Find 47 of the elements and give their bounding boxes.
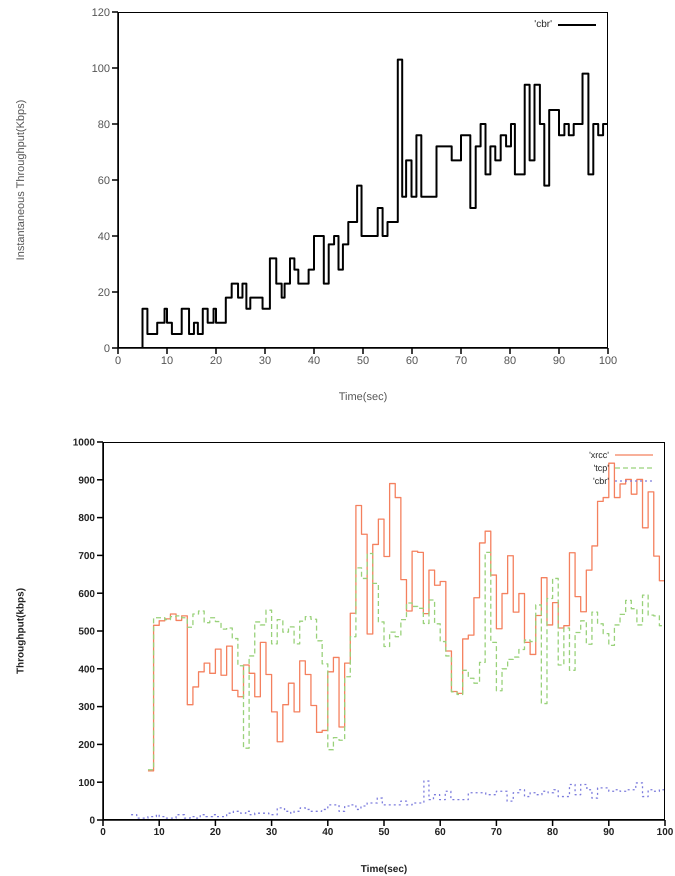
legend-label: 'cbr' xyxy=(534,19,552,30)
y-tick-label: 700 xyxy=(78,550,96,562)
x-tick-label: 10 xyxy=(154,827,166,838)
y-tick-label: 600 xyxy=(78,588,96,600)
y-tick-label: 60 xyxy=(98,174,110,187)
y-tick-label: 900 xyxy=(78,475,96,486)
y-tick-label: 0 xyxy=(104,342,110,355)
x-tick-label: 50 xyxy=(356,354,370,367)
x-axis-title: Time(sec) xyxy=(338,391,388,403)
x-tick-label: 80 xyxy=(504,354,516,367)
y-tick-label: 100 xyxy=(92,62,110,75)
y-axis-title: Instantaneous Throughput(Kbps) xyxy=(14,100,27,260)
y-tick-label: 800 xyxy=(78,513,96,524)
y-tick-label: 80 xyxy=(98,118,110,131)
x-tick-label: 80 xyxy=(547,827,559,838)
x-tick-label: 100 xyxy=(656,827,674,838)
y-tick-label: 500 xyxy=(78,626,96,638)
x-axis-title: Time(sec) xyxy=(360,864,408,875)
x-tick-label: 70 xyxy=(454,354,468,367)
x-tick-label: 70 xyxy=(490,827,502,838)
legend-label: 'tcp' xyxy=(594,462,609,472)
x-tick-label: 30 xyxy=(258,354,272,367)
x-tick-label: 10 xyxy=(160,354,174,367)
x-tick-label: 60 xyxy=(434,827,446,838)
y-tick-label: 0 xyxy=(89,816,96,827)
y-tick-label: 100 xyxy=(78,778,96,789)
legend-label: 'cbr' xyxy=(593,476,609,486)
x-tick-label: 40 xyxy=(308,354,320,367)
y-tick-label: 300 xyxy=(78,702,96,714)
x-tick-label: 0 xyxy=(114,354,122,367)
x-tick-label: 20 xyxy=(210,354,222,367)
x-tick-label: 50 xyxy=(378,827,390,838)
x-tick-label: 40 xyxy=(322,827,334,838)
y-tick-label: 200 xyxy=(78,740,96,751)
x-tick-label: 90 xyxy=(603,827,615,838)
x-tick-label: 100 xyxy=(598,354,618,367)
x-tick-label: 90 xyxy=(552,354,566,367)
y-tick-label: 400 xyxy=(78,664,96,676)
y-tick-label: 40 xyxy=(98,230,110,243)
y-axis-title: Throughput(kbps) xyxy=(16,588,27,674)
x-tick-label: 20 xyxy=(210,827,222,838)
x-tick-label: 30 xyxy=(266,827,278,838)
y-tick-label: 120 xyxy=(92,6,110,19)
y-tick-label: 1000 xyxy=(72,438,96,449)
legend-label: 'xrcc' xyxy=(589,450,609,460)
x-tick-label: 60 xyxy=(406,354,418,367)
y-tick-label: 20 xyxy=(98,286,110,299)
